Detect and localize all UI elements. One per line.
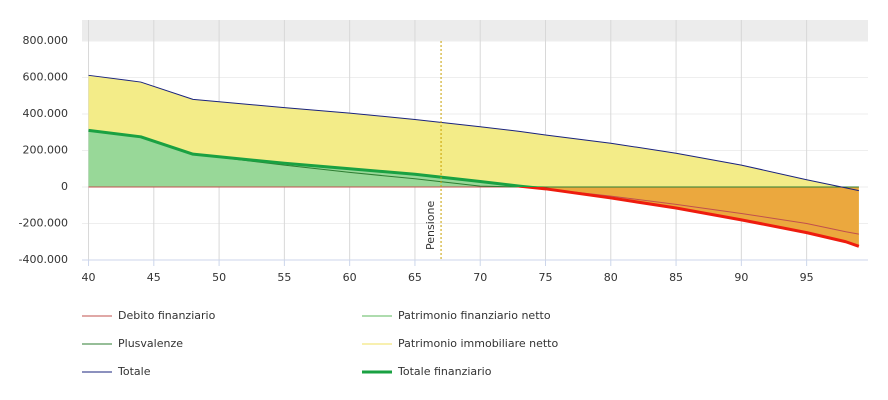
x-tick-label: 45 <box>147 271 161 284</box>
y-tick-label: 600.000 <box>23 71 69 84</box>
y-tick-label: -200.000 <box>19 217 68 230</box>
y-tick-label: 0 <box>61 180 68 193</box>
x-tick-label: 90 <box>734 271 748 284</box>
y-tick-label: 400.000 <box>23 107 69 120</box>
y-tick-label: 200.000 <box>23 144 69 157</box>
line-positive <box>88 128 543 187</box>
x-tick-label: 85 <box>669 271 683 284</box>
y-tick-label: -400.000 <box>19 253 68 266</box>
x-tick-label: 70 <box>473 271 487 284</box>
legend-label: Patrimonio finanziario netto <box>398 309 551 322</box>
line <box>88 74 859 192</box>
x-tick-label: 80 <box>604 271 618 284</box>
x-tick-label: 60 <box>343 271 357 284</box>
area-positive <box>88 130 859 187</box>
x-tick-label: 75 <box>539 271 553 284</box>
legend-label: Totale finanziario <box>397 365 492 378</box>
x-tick-label: 65 <box>408 271 422 284</box>
x-tick-label: 55 <box>277 271 291 284</box>
x-tick-label: 40 <box>82 271 96 284</box>
legend-label: Plusvalenze <box>118 337 183 350</box>
x-tick-label: 50 <box>212 271 226 284</box>
x-tick-label: 95 <box>800 271 814 284</box>
annotation-label: Pensione <box>424 201 437 250</box>
legend-label: Totale <box>117 365 151 378</box>
legend-label: Patrimonio immobiliare netto <box>398 337 558 350</box>
legend-label: Debito finanziario <box>118 309 216 322</box>
plot-band <box>82 20 868 41</box>
y-tick-label: 800.000 <box>23 34 69 47</box>
line-negative <box>514 187 860 248</box>
area-negative <box>88 187 859 247</box>
